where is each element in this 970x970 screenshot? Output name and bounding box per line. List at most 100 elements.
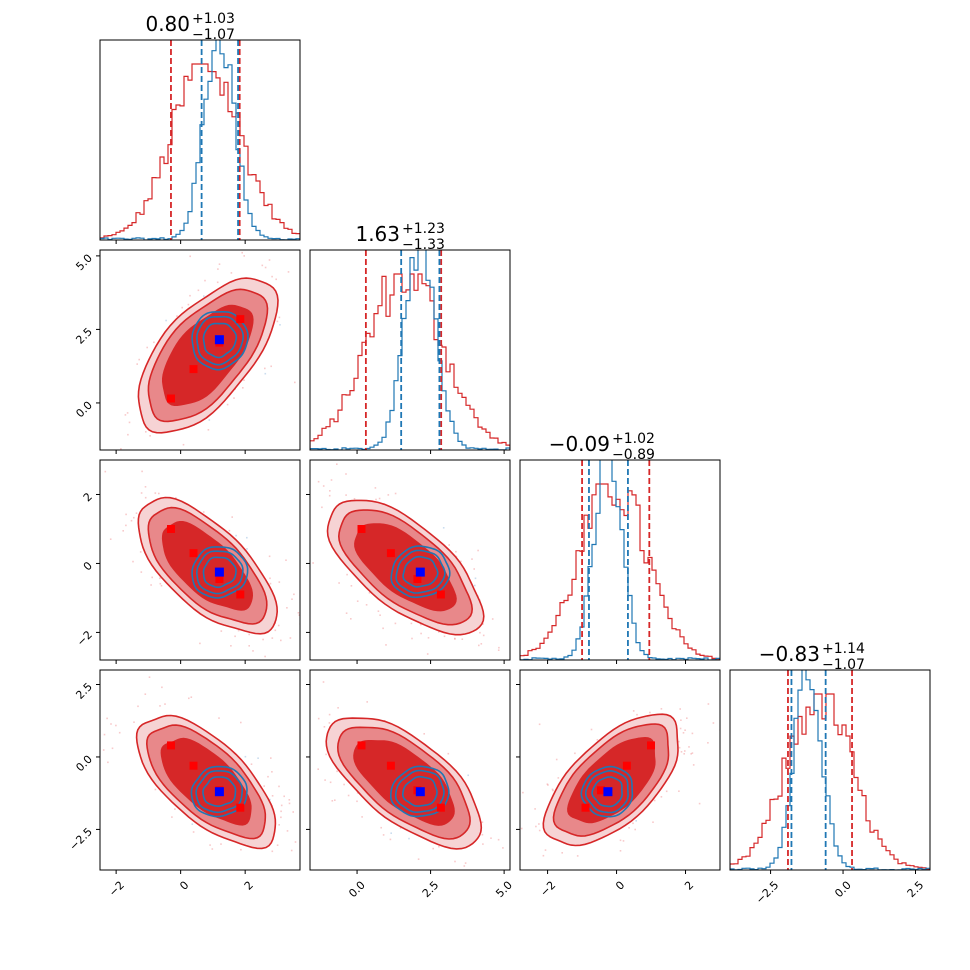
- red-sample-point: [460, 560, 462, 563]
- red-sample-point: [353, 498, 356, 500]
- red-sample-point: [653, 799, 656, 802]
- red-sample-point: [217, 268, 219, 270]
- param-title-value-2: 1.63: [355, 222, 400, 246]
- red-sample-point: [136, 363, 138, 365]
- red-sample-point: [263, 785, 265, 787]
- red-marker-2: [386, 761, 395, 770]
- red-sample-point: [280, 639, 282, 642]
- red-marker-2: [189, 761, 198, 770]
- red-sample-point: [628, 827, 630, 829]
- red-sample-point: [148, 676, 151, 678]
- panel-plot-area-2-1: [103, 251, 296, 459]
- red-sample-point: [264, 367, 266, 370]
- red-sample-point: [169, 453, 171, 455]
- diag-plot-area-2: [310, 250, 510, 450]
- blue-marker: [214, 567, 224, 577]
- red-sample-point: [463, 865, 466, 867]
- red-sample-point: [329, 490, 331, 492]
- blue-histogram-1: [100, 40, 300, 240]
- red-sample-point: [324, 779, 326, 781]
- blue-sample-point: [191, 823, 194, 825]
- blue-sample-point: [257, 757, 259, 759]
- red-sample-point: [606, 871, 608, 873]
- y-tick-label: 0.0: [73, 399, 95, 421]
- red-sample-point: [356, 800, 358, 803]
- x-tick-label: −2.5: [753, 879, 781, 907]
- blue-sample-point: [474, 584, 476, 587]
- panel-frame-4-2: [309, 669, 511, 871]
- red-sample-point: [187, 303, 190, 306]
- red-sample-point: [365, 604, 368, 606]
- red-sample-point: [280, 810, 282, 813]
- red-sample-point: [270, 757, 272, 759]
- red-marker-2: [622, 761, 631, 770]
- red-sample-point: [269, 582, 272, 585]
- red-sample-point: [243, 255, 245, 257]
- blue-contour-inner: [202, 556, 237, 589]
- red-sample-point: [481, 821, 484, 823]
- red-sample-point: [634, 828, 636, 831]
- blue-sample-point: [635, 820, 637, 822]
- blue-contour-outer: [390, 765, 450, 818]
- blue-sample-point: [390, 832, 392, 834]
- blue-marker: [214, 335, 224, 345]
- panel-frame-3-2: [309, 459, 511, 661]
- red-sample-point: [328, 722, 331, 724]
- red-sample-point: [337, 707, 339, 709]
- blue-sample-point: [408, 837, 410, 840]
- red-sample-point: [287, 271, 290, 273]
- red-sample-point: [300, 727, 302, 729]
- red-sample-point: [220, 843, 222, 845]
- red-sample-point: [182, 443, 185, 446]
- blue-marker: [415, 567, 425, 577]
- x-tick-label: 0.0: [832, 879, 854, 901]
- red-sample-point: [538, 874, 540, 876]
- red-sample-point: [174, 808, 176, 810]
- red-sample-point: [286, 607, 288, 609]
- red-sample-point: [649, 711, 651, 714]
- red-sample-point: [555, 758, 558, 761]
- red-sample-point: [138, 358, 140, 361]
- red-sample-point: [218, 263, 221, 265]
- blue-contour-mid: [196, 315, 245, 366]
- diag-panel-3: [519, 459, 721, 661]
- blue-marker: [603, 787, 613, 797]
- diag-panel-1: [99, 39, 301, 241]
- param-title-lower-4: −1.07: [822, 657, 865, 673]
- panel-plot-area-4-3: [520, 703, 720, 876]
- red-sample-point: [158, 492, 160, 495]
- red-histogram-3: [520, 483, 720, 660]
- blue-contour-inner: [202, 776, 237, 807]
- red-sample-point: [576, 855, 579, 857]
- red-sample-point: [231, 516, 233, 518]
- red-sample-point: [684, 750, 686, 752]
- red-sample-point: [294, 841, 297, 843]
- red-sample-point: [125, 524, 127, 527]
- red-sample-point: [252, 650, 254, 652]
- red-sample-point: [288, 802, 291, 805]
- red-sample-point: [480, 643, 483, 645]
- blue-contour-inner: [402, 555, 439, 588]
- red-sample-point: [103, 457, 105, 459]
- red-sample-point: [218, 717, 220, 719]
- red-sample-point: [686, 717, 688, 719]
- red-sample-point: [298, 614, 300, 616]
- red-sample-point: [248, 633, 250, 636]
- red-sample-point: [271, 880, 273, 882]
- scatter-panel-4-2: [300, 669, 511, 871]
- x-tick-label: 2: [682, 879, 696, 893]
- red-sample-point: [542, 854, 545, 857]
- x-tick-label: −2: [538, 879, 559, 900]
- red-sample-point: [144, 496, 147, 499]
- red-marker-4: [436, 590, 445, 599]
- red-sample-point: [389, 838, 392, 841]
- red-sample-point: [447, 752, 450, 755]
- red-sample-point: [680, 751, 683, 753]
- red-sample-point: [317, 768, 319, 770]
- red-sample-point: [461, 638, 464, 640]
- blue-contour-mid: [195, 550, 244, 595]
- diag-frame-4: [729, 669, 931, 871]
- param-title-value-3: −0.09: [549, 432, 610, 456]
- red-sample-point: [242, 469, 244, 471]
